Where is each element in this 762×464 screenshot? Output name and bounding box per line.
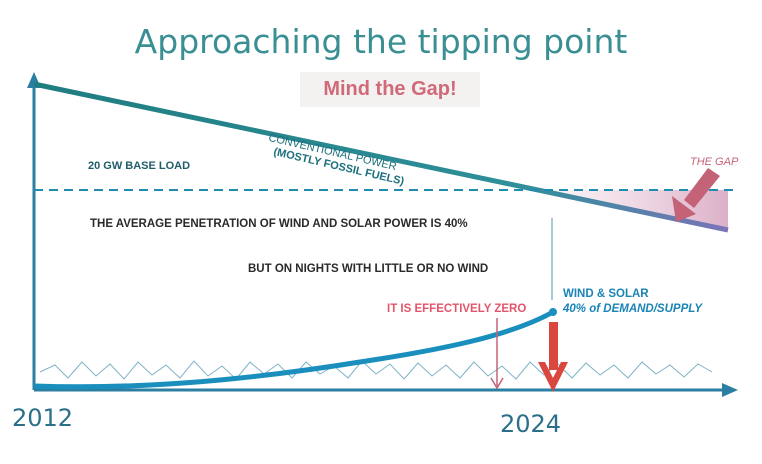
- small-down-arrow: [490, 318, 504, 390]
- conventional-power-line: [33, 81, 729, 233]
- demand-supply-label: 40% of DEMAND/SUPPLY: [563, 303, 703, 315]
- gap-arrow: [672, 168, 720, 222]
- wind-solar-label: WIND & SOLAR: [563, 288, 649, 300]
- night-variability-wiggle: [39, 360, 713, 380]
- start-year-label: 2012: [12, 404, 74, 432]
- base-load-label: 20 GW BASE LOAD: [88, 160, 191, 172]
- subtitle-banner: Mind the Gap!: [300, 72, 480, 107]
- wind-solar-endpoint: [549, 308, 557, 316]
- gap-label: THE GAP: [690, 156, 739, 168]
- x-axis-arrowhead: [722, 383, 738, 397]
- average-penetration-text: THE AVERAGE PENETRATION OF WIND AND SOLA…: [90, 218, 468, 230]
- page-title: Approaching the tipping point: [134, 22, 628, 61]
- effectively-zero-text: IT IS EFFECTIVELY ZERO: [387, 303, 527, 315]
- large-down-arrow: [538, 322, 568, 392]
- nights-text: BUT ON NIGHTS WITH LITTLE OR NO WIND: [248, 263, 489, 275]
- end-year-label: 2024: [500, 410, 562, 438]
